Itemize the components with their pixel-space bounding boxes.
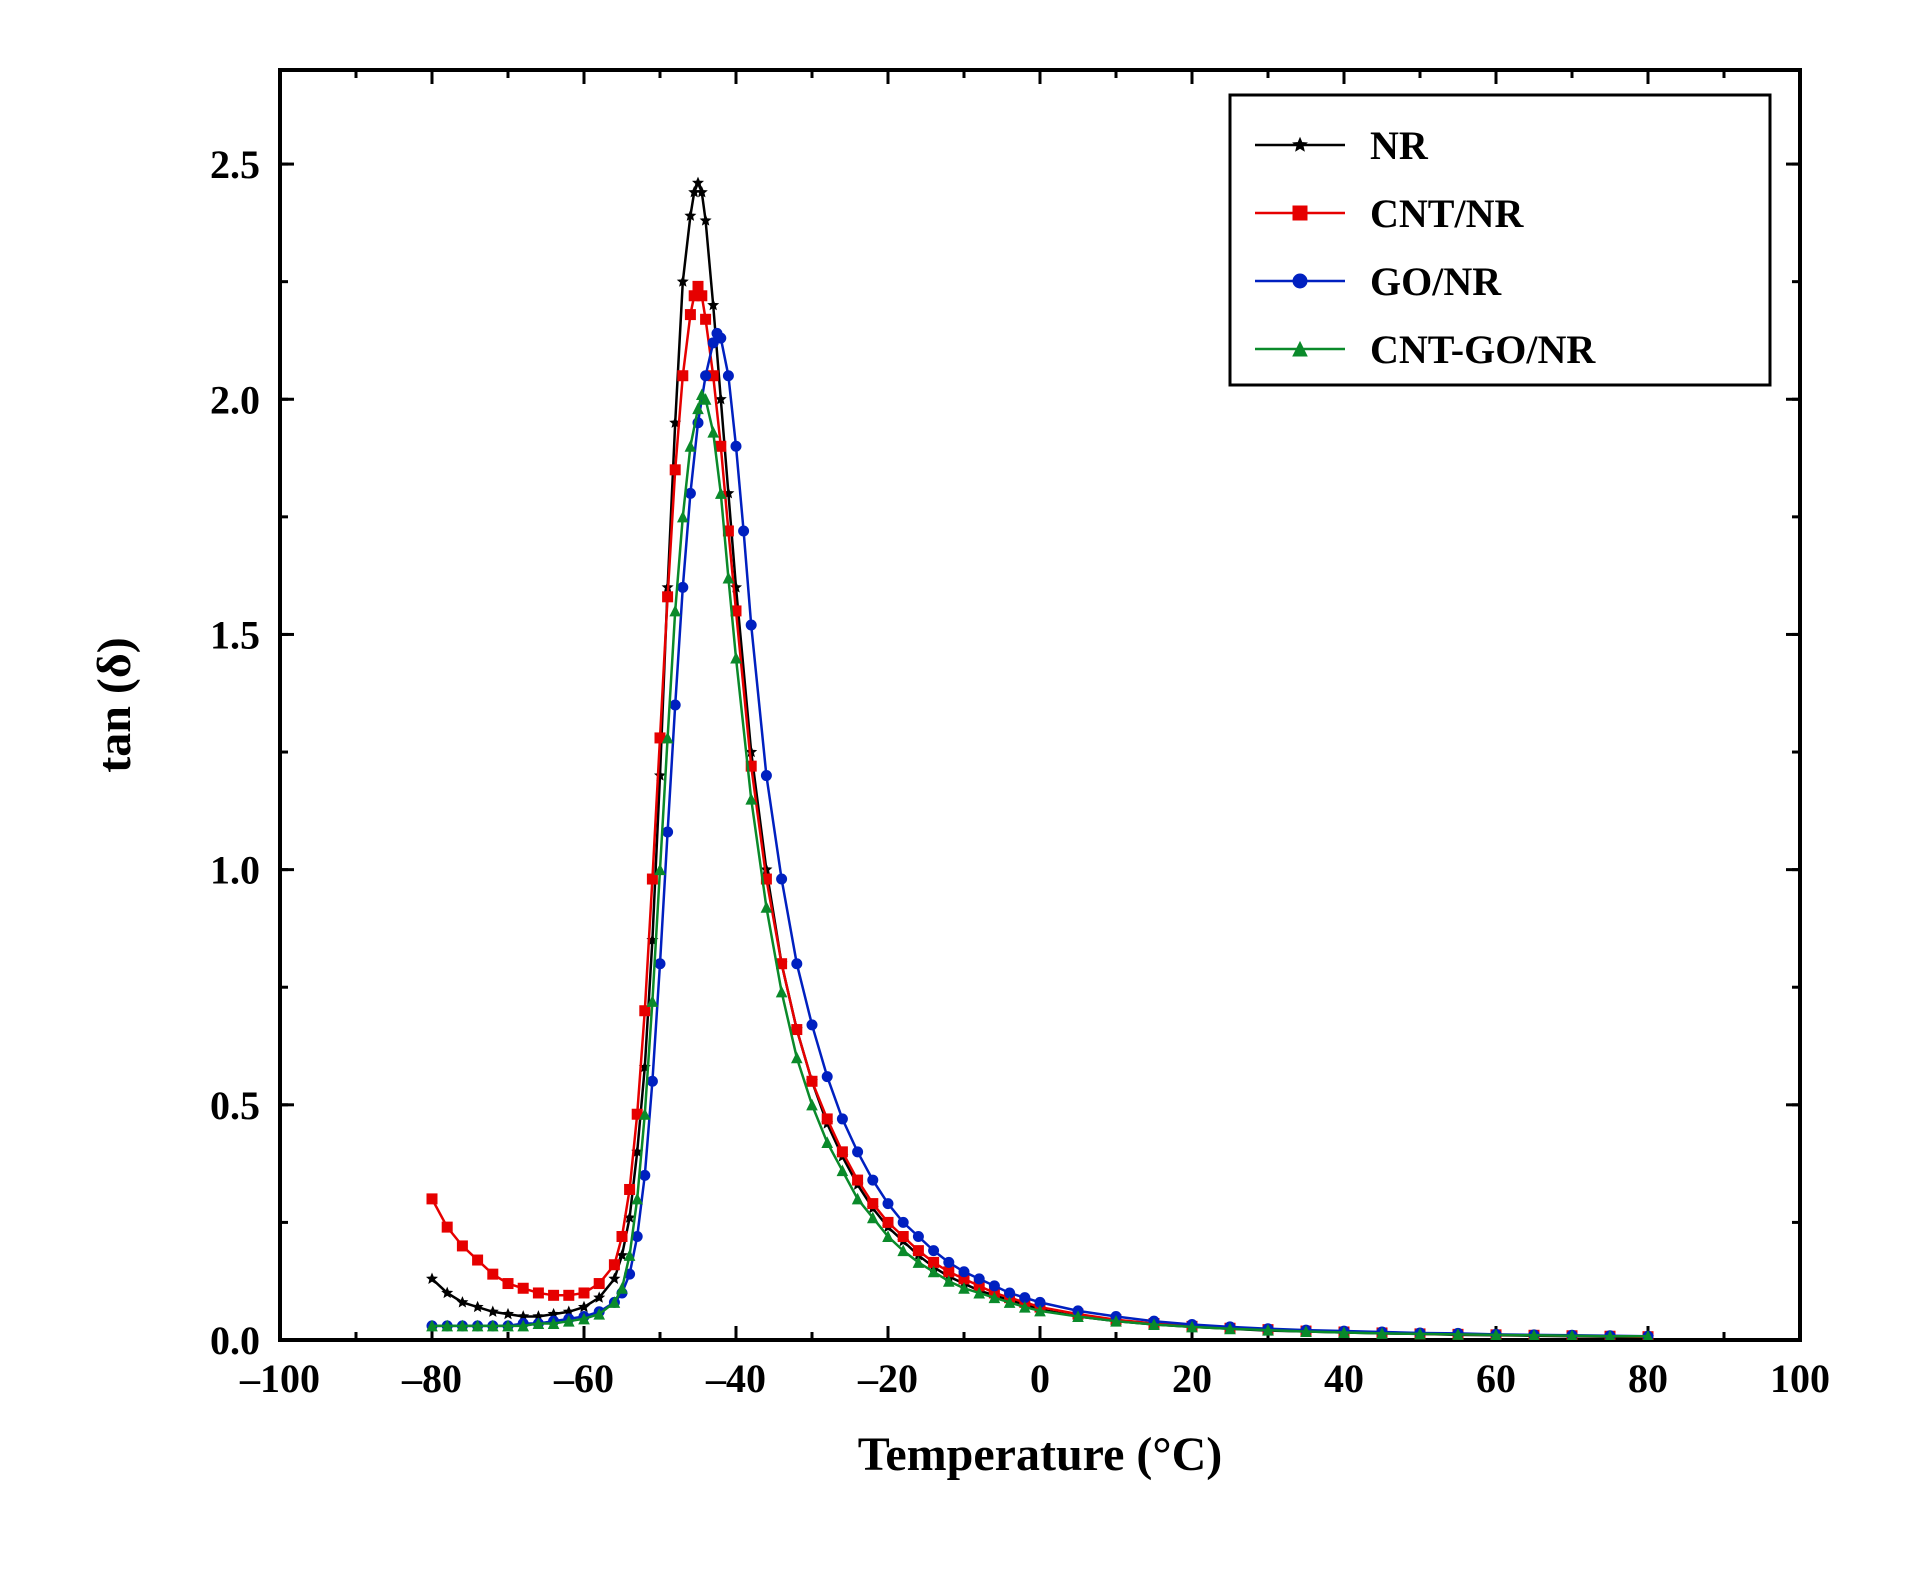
legend: NR CNT/NR GO/NR CNT-GO/NR — [1230, 95, 1770, 385]
legend-label-cnt_nr: CNT/NR — [1370, 191, 1524, 236]
x-tick-label: –40 — [705, 1356, 766, 1401]
tan-delta-chart: –100–80–60–40–200204060801000.00.51.01.5… — [0, 0, 1920, 1575]
x-tick-label: 80 — [1628, 1356, 1668, 1401]
x-tick-label: –80 — [401, 1356, 462, 1401]
y-tick-label: 0.5 — [210, 1083, 260, 1128]
x-tick-label: 60 — [1476, 1356, 1516, 1401]
x-tick-label: 100 — [1770, 1356, 1830, 1401]
x-tick-label: 20 — [1172, 1356, 1212, 1401]
y-axis-label: tan (δ) — [88, 637, 141, 773]
x-tick-label: –60 — [553, 1356, 614, 1401]
legend-label-go_nr: GO/NR — [1370, 259, 1502, 304]
y-tick-label: 1.5 — [210, 612, 260, 657]
x-tick-label: 0 — [1030, 1356, 1050, 1401]
chart-container: –100–80–60–40–200204060801000.00.51.01.5… — [0, 0, 1920, 1575]
x-tick-label: 40 — [1324, 1356, 1364, 1401]
y-tick-label: 1.0 — [210, 848, 260, 893]
legend-label-cnt_go_nr: CNT-GO/NR — [1370, 327, 1596, 372]
x-tick-label: –20 — [857, 1356, 918, 1401]
y-tick-label: 0.0 — [210, 1318, 260, 1363]
x-axis-label: Temperature (°C) — [858, 1428, 1222, 1481]
legend-label-nr: NR — [1370, 123, 1429, 168]
y-tick-label: 2.5 — [210, 142, 260, 187]
y-tick-label: 2.0 — [210, 377, 260, 422]
